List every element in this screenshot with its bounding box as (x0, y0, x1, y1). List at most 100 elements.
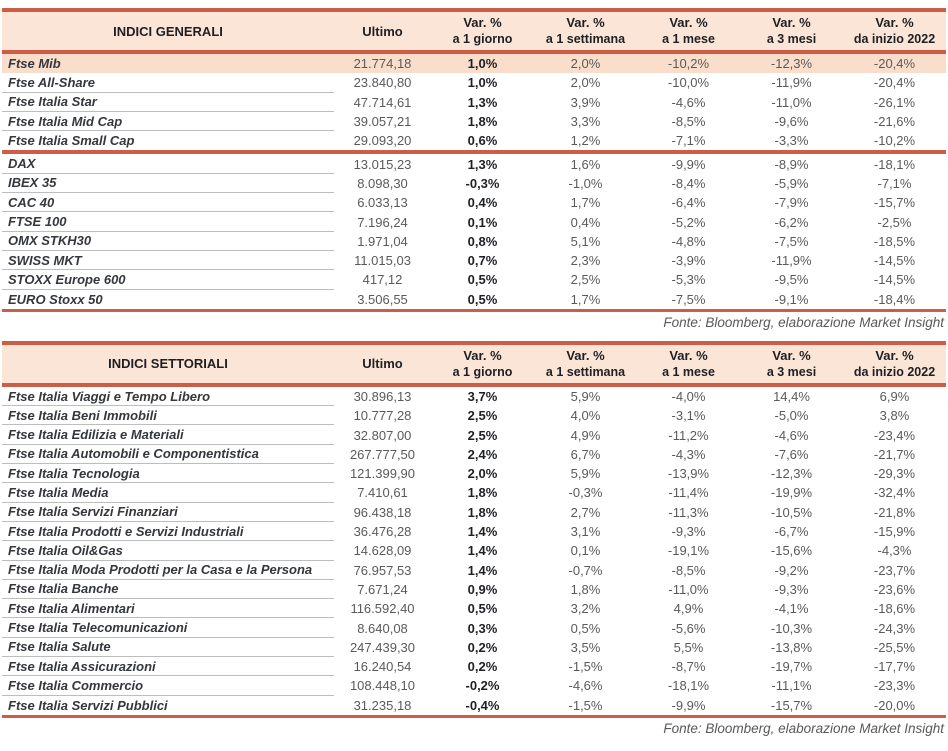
index-name: EURO Stoxx 50 (8, 291, 103, 307)
var-inizio-2022-value: -21,6% (873, 114, 916, 130)
var-1-settimana-value: 5,9% (570, 466, 601, 482)
var-3-mesi-value: -19,7% (770, 659, 813, 675)
index-name: Ftse Italia Salute (2, 638, 334, 658)
table-row: Ftse Italia Telecomunicazioni 8.640,08 0,3… (2, 618, 946, 638)
var-inizio-2022-value: -4,3% (877, 543, 912, 559)
var-1-settimana-value: 1,2% (570, 133, 601, 149)
ultimo-value: 10.777,28 (353, 408, 412, 424)
var-1-giorno-value: 0,3% (467, 620, 498, 636)
var-inizio-2022-value: -24,3% (873, 620, 916, 636)
var-1-giorno-value: 0,5% (467, 291, 498, 307)
var-1-mese-value: -8,5% (671, 562, 706, 578)
var-3-mesi-value: -13,8% (770, 639, 813, 655)
index-name: STOXX Europe 600 (2, 270, 334, 290)
var-inizio-2022-value: -23,3% (873, 678, 916, 694)
table-row: DAX 13.015,23 1,3% 1,6% -9,9% -8,9% -18,1% (2, 154, 946, 174)
table-row: SWISS MKT 11.015,03 0,7% 2,3% -3,9% -11,9% -14… (2, 251, 946, 271)
ultimo-value: 121.399,90 (349, 466, 416, 482)
var-3-mesi-value: -7,6% (774, 446, 809, 462)
column-header-var-1-mese: Var. % a 1 mese (662, 347, 715, 379)
var-1-settimana-value: -4,6% (568, 678, 603, 694)
var-inizio-2022-value: -18,4% (873, 291, 916, 307)
table-row: Ftse Italia Star 47.714,61 1,3% 3,9% -4,6% -1… (2, 93, 946, 112)
var-3-mesi-value: -4,6% (774, 427, 809, 443)
index-name: CAC 40 (2, 193, 334, 213)
var-1-settimana-value: 3,1% (570, 524, 601, 540)
ultimo-value: 7.410,61 (357, 485, 408, 501)
var-1-mese-value: -9,9% (671, 697, 706, 713)
var-1-giorno-value: 0,8% (467, 233, 498, 249)
var-1-mese-value: -4,0% (671, 389, 706, 404)
table-row: Ftse Italia Viaggi e Tempo Libero 30.896,… (2, 387, 946, 407)
column-header-var-1-settimana: Var. % a 1 settimana (545, 347, 626, 379)
var-3-mesi-value: -7,5% (774, 233, 809, 249)
var-1-settimana-value: 3,9% (570, 94, 601, 110)
table-header-row: INDICI GENERALI Ultimo Var. % a 1 giorno … (2, 12, 946, 50)
ultimo-value: 7.671,24 (357, 581, 408, 597)
table-bottom-rule (2, 714, 946, 718)
var-1-settimana-value: 1,7% (570, 195, 601, 211)
table-row: Ftse Italia Media 7.410,61 1,8% -0,3% -11,4%… (2, 483, 946, 503)
var-inizio-2022-value: -18,1% (873, 156, 916, 172)
column-header-ultimo: Ultimo (362, 356, 403, 372)
table-row: Ftse Italia Automobili e Componentistica… (2, 445, 946, 465)
var-inizio-2022-value: -25,5% (873, 639, 916, 655)
var-1-settimana-value: -1,0% (568, 175, 603, 191)
ultimo-value: 108.448,10 (349, 678, 416, 694)
var-1-mese-value: -11,0% (668, 581, 709, 597)
ultimo-value: 30.896,13 (353, 389, 412, 404)
var-inizio-2022-value: -18,5% (873, 233, 916, 249)
var-3-mesi-value: -9,5% (774, 272, 809, 288)
var-3-mesi-value: -5,0% (774, 408, 809, 424)
table-row: Ftse Italia Servizi Finanziari 96.438,18 1… (2, 503, 946, 522)
ultimo-value: 16.240,54 (353, 659, 412, 675)
table-row: Ftse Mib 21.774,18 1,0% 2,0% -10,2% -12,3% -20… (2, 54, 946, 74)
var-1-mese-value: -5,2% (671, 214, 706, 230)
index-name: Ftse Italia Tecnologia (2, 464, 334, 484)
ultimo-value: 116.592,40 (350, 601, 415, 617)
var-3-mesi-value: -11,9% (771, 75, 812, 91)
table-row: Ftse Italia Alimentari 116.592,40 0,5% 3,2%… (2, 599, 946, 619)
index-name: FTSE 100 (2, 212, 334, 232)
var-1-giorno-value: 1,3% (467, 94, 498, 110)
var-3-mesi-value: -6,7% (774, 524, 809, 540)
var-1-mese-value: -5,3% (671, 272, 706, 288)
var-3-mesi-value: -8,9% (774, 156, 809, 172)
var-1-giorno-value: 2,5% (467, 408, 498, 424)
var-1-settimana-value: 4,9% (570, 427, 601, 443)
source-note: Fonte: Bloomberg, elaborazione Market In… (663, 314, 944, 330)
column-header-var-inizio-2022: Var. % da inizio 2022 (853, 15, 936, 46)
table-row: Ftse Italia Edilizia e Materiali 32.807,0… (2, 425, 946, 445)
var-1-settimana-value: 2,0% (570, 56, 601, 72)
var-inizio-2022-value: -7,1% (877, 175, 912, 191)
var-3-mesi-value: -11,0% (771, 94, 812, 110)
var-1-giorno-value: -0,2% (465, 678, 500, 694)
var-1-settimana-value: 5,1% (570, 233, 601, 249)
var-1-settimana-value: 3,2% (570, 601, 601, 617)
table-row: Ftse Italia Mid Cap 39.057,21 1,8% 3,3% -8,5… (2, 112, 946, 132)
ultimo-value: 14.628,09 (353, 543, 412, 559)
var-1-giorno-value: 2,0% (467, 466, 498, 482)
var-1-mese-value: -13,9% (667, 466, 710, 482)
column-header-var-1-giorno: Var. % a 1 giorno (452, 15, 513, 46)
var-1-settimana-value: 0,4% (570, 214, 601, 230)
var-3-mesi-value: -19,9% (770, 485, 813, 501)
var-1-mese-value: -8,7% (671, 659, 706, 675)
table-bottom-rule (2, 308, 946, 312)
var-inizio-2022-value: -23,6% (873, 581, 916, 597)
divider (2, 382, 946, 387)
var-1-mese-value: 5,5% (673, 639, 704, 655)
table-row: Ftse Italia Small Cap 29.093,20 0,6% 1,2% -7… (2, 131, 946, 150)
table-body-european-indices: DAX 13.015,23 1,3% 1,6% -9,9% -8,9% -18,1% IBEX… (2, 154, 946, 308)
var-1-giorno-value: 1,0% (467, 75, 498, 91)
table-row: IBEX 35 8.098,30 -0,3% -1,0% -8,4% -5,9% -7,1% (2, 174, 946, 194)
table-row: Ftse Italia Commercio 108.448,10 -0,2% -4,6… (2, 676, 946, 696)
table-row: Ftse Italia Assicurazioni 16.240,54 0,2% -1… (2, 657, 946, 677)
var-3-mesi-value: -12,3% (770, 466, 813, 482)
index-name: Ftse Italia Edilizia e Materiali (2, 425, 334, 445)
column-header-ultimo: Ultimo (362, 23, 403, 39)
var-1-settimana-value: 2,7% (570, 504, 601, 520)
table-row: Ftse Italia Oil&Gas 14.628,09 1,4% 0,1% -19,… (2, 541, 946, 561)
column-header-var-inizio-2022: Var. % da inizio 2022 (853, 347, 936, 379)
